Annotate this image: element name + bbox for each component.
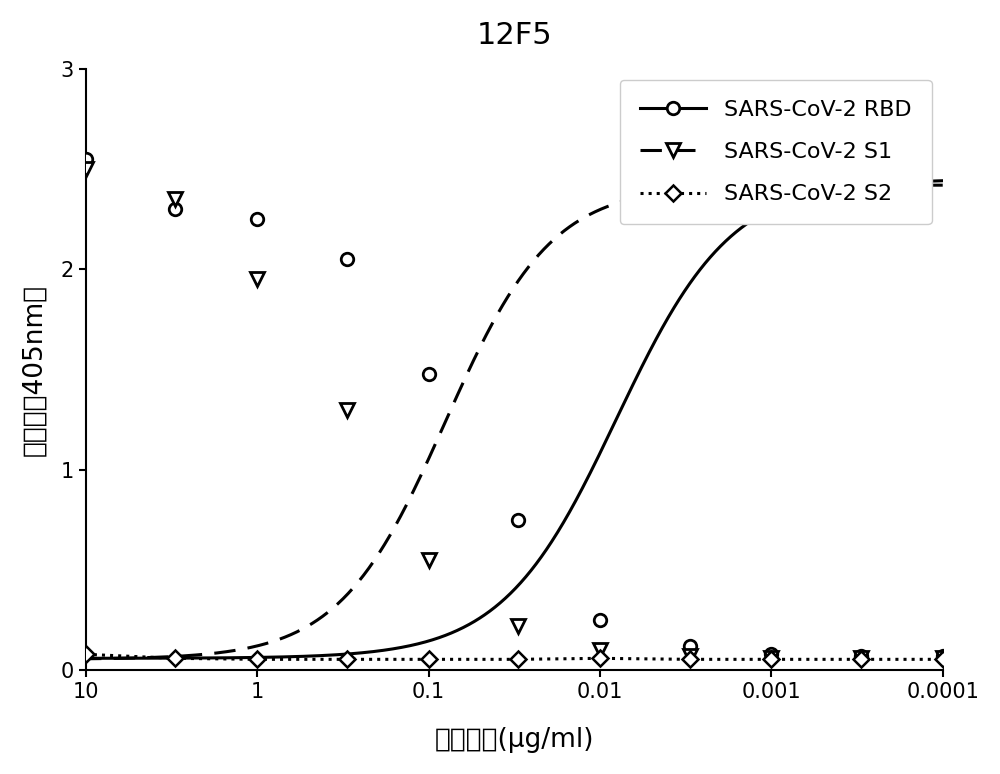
SARS-CoV-2 RBD — [765, 649, 777, 659]
SARS-CoV-2 S1 — [80, 164, 92, 173]
SARS-CoV-2 S2 — [169, 654, 181, 663]
Line: SARS-CoV-2 S2: SARS-CoV-2 S2 — [80, 649, 948, 665]
SARS-CoV-2 S1 — [937, 654, 949, 663]
SARS-CoV-2 RBD — [341, 255, 353, 264]
SARS-CoV-2 S2 — [684, 655, 696, 664]
SARS-CoV-2 RBD — [684, 642, 696, 651]
SARS-CoV-2 S2 — [937, 655, 949, 664]
SARS-CoV-2 S2 — [765, 655, 777, 664]
SARS-CoV-2 S2 — [251, 655, 263, 664]
SARS-CoV-2 RBD — [937, 652, 949, 661]
SARS-CoV-2 S1 — [251, 275, 263, 284]
SARS-CoV-2 RBD — [594, 615, 606, 625]
SARS-CoV-2 RBD — [251, 214, 263, 224]
SARS-CoV-2 S1 — [684, 652, 696, 661]
SARS-CoV-2 S1 — [855, 654, 867, 663]
Line: SARS-CoV-2 S1: SARS-CoV-2 S1 — [79, 162, 950, 666]
SARS-CoV-2 S1 — [341, 405, 353, 414]
SARS-CoV-2 S1 — [423, 556, 435, 565]
SARS-CoV-2 RBD — [512, 515, 524, 525]
Legend: SARS-CoV-2 RBD, SARS-CoV-2 S1, SARS-CoV-2 S2: SARS-CoV-2 RBD, SARS-CoV-2 S1, SARS-CoV-… — [620, 80, 932, 224]
SARS-CoV-2 RBD — [80, 155, 92, 164]
SARS-CoV-2 S2 — [341, 655, 353, 664]
Y-axis label: 吸光度（405nm）: 吸光度（405nm） — [21, 283, 47, 456]
SARS-CoV-2 S1 — [594, 646, 606, 655]
SARS-CoV-2 S1 — [169, 194, 181, 204]
SARS-CoV-2 RBD — [423, 369, 435, 378]
SARS-CoV-2 RBD — [169, 204, 181, 214]
Line: SARS-CoV-2 RBD: SARS-CoV-2 RBD — [80, 152, 949, 663]
SARS-CoV-2 S1 — [765, 654, 777, 663]
SARS-CoV-2 S2 — [855, 655, 867, 664]
SARS-CoV-2 RBD — [855, 652, 867, 661]
SARS-CoV-2 S2 — [423, 655, 435, 664]
X-axis label: 抗体浓度(μg/ml): 抗体浓度(μg/ml) — [435, 727, 594, 753]
SARS-CoV-2 S1 — [512, 622, 524, 631]
SARS-CoV-2 S2 — [80, 649, 92, 659]
SARS-CoV-2 S2 — [512, 655, 524, 664]
Title: 12F5: 12F5 — [476, 21, 552, 50]
SARS-CoV-2 S2 — [594, 654, 606, 663]
